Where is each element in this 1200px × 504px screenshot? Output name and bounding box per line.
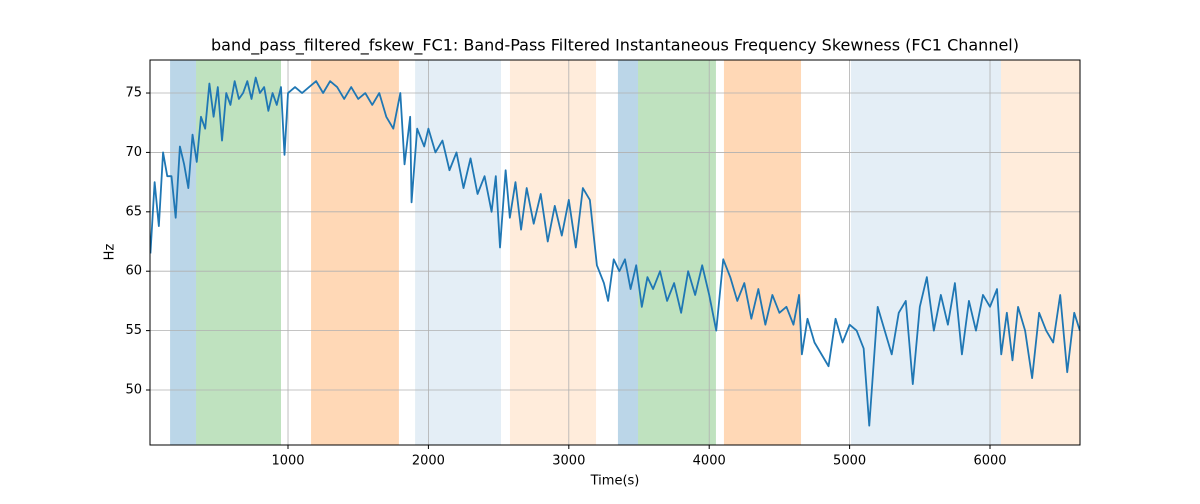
shaded-span (1000, 60, 1080, 445)
y-tick-label: 55 (125, 323, 142, 338)
shaded-span (170, 60, 197, 445)
shaded-span (311, 60, 399, 445)
plot-frame (149, 59, 1081, 446)
shaded-span (723, 60, 802, 445)
shaded-span (617, 60, 639, 445)
y-tick-label: 70 (125, 145, 142, 160)
y-tick-label: 50 (125, 383, 142, 398)
x-tick-label: 4000 (693, 454, 726, 469)
shaded-span (851, 60, 1001, 445)
shaded-span (196, 60, 281, 445)
spans (170, 60, 1080, 445)
y-tick-label: 75 (125, 86, 142, 101)
y-axis-label: Hz (103, 244, 118, 261)
chart-title: band_pass_filtered_fskew_FC1: Band-Pass … (211, 36, 1019, 56)
shaded-span (509, 60, 597, 445)
x-tick-label: 2000 (412, 454, 445, 469)
x-tick-label: 1000 (271, 454, 304, 469)
x-tick-label: 6000 (973, 454, 1006, 469)
y-tick-label: 60 (125, 264, 142, 279)
y-tick-label: 65 (125, 204, 142, 219)
x-axis-label: Time(s) (590, 474, 640, 489)
data-line (149, 76, 1081, 427)
x-tick-label: 5000 (833, 454, 866, 469)
shaded-span (415, 60, 501, 445)
plot (149, 76, 1081, 427)
shaded-span (638, 60, 716, 445)
grid (150, 60, 1080, 445)
x-tick-label: 3000 (552, 454, 585, 469)
